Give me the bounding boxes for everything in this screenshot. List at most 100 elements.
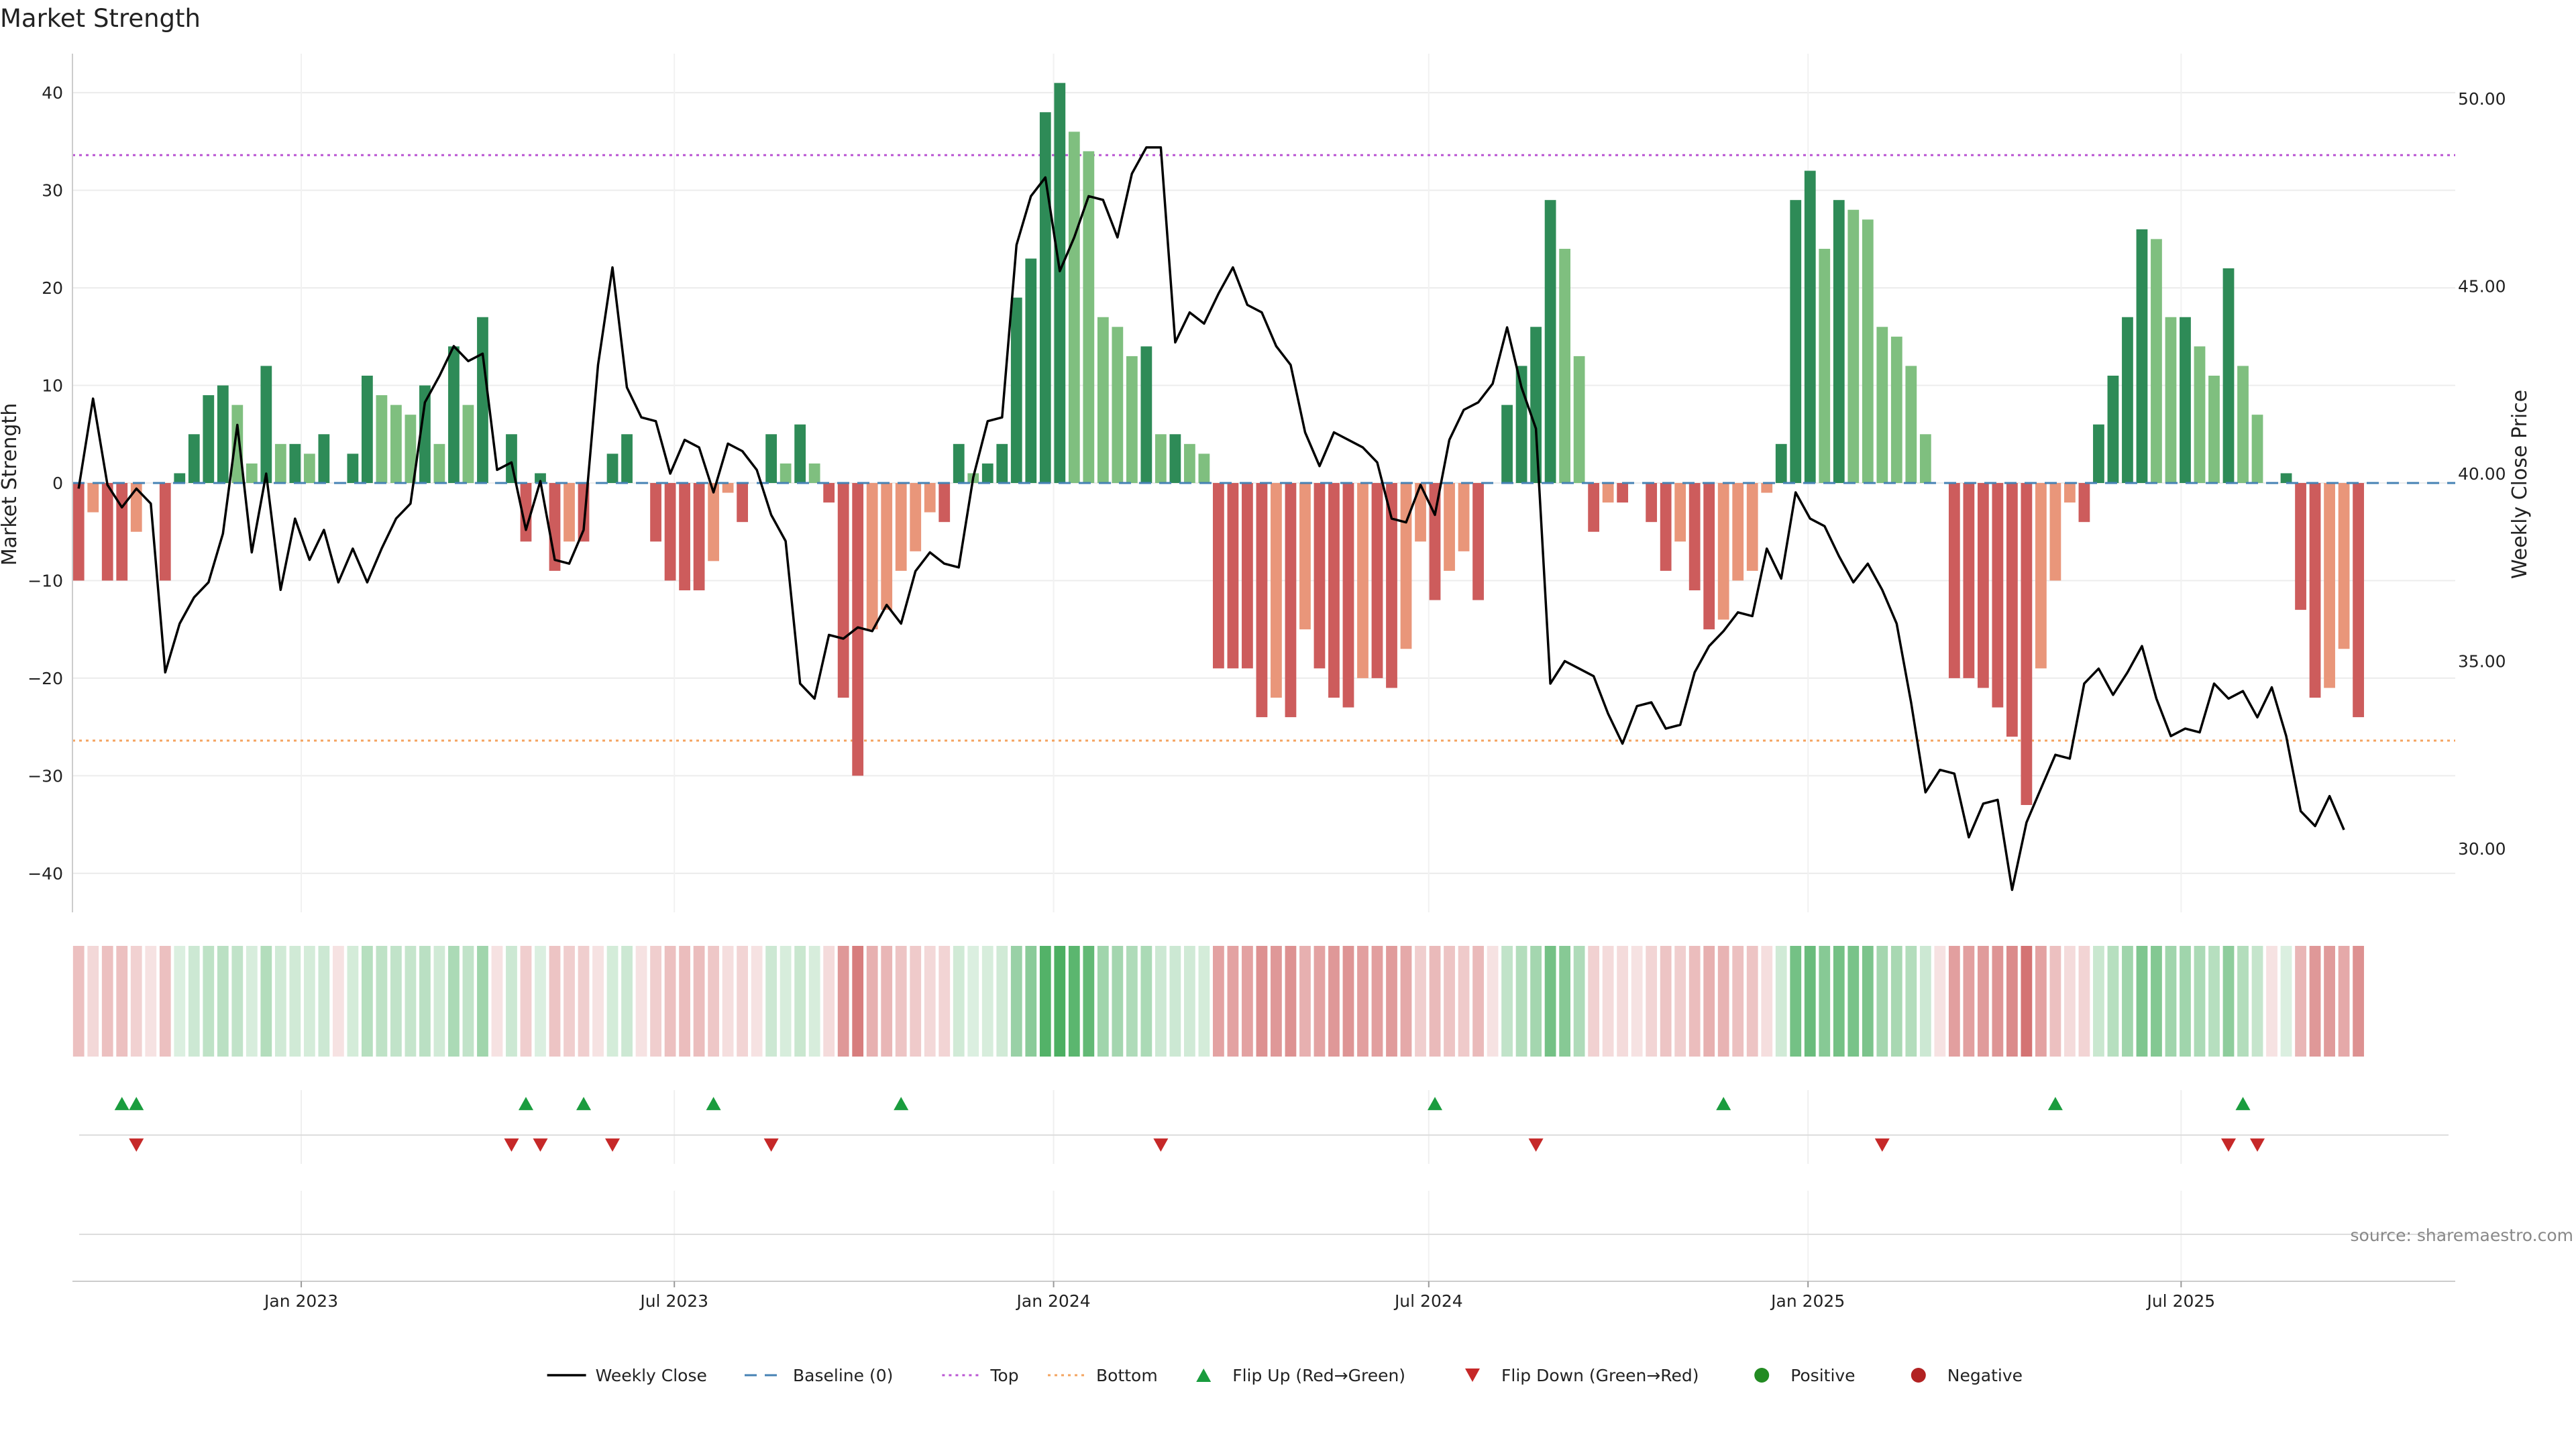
strength-bar bbox=[289, 443, 301, 483]
heat-cell bbox=[578, 946, 590, 1057]
strength-bar bbox=[780, 463, 792, 483]
heat-cell bbox=[1905, 946, 1917, 1057]
strength-bars bbox=[72, 83, 2364, 805]
heat-cell bbox=[1646, 946, 1658, 1057]
heat-cell bbox=[1271, 946, 1282, 1057]
heat-cell bbox=[1732, 946, 1744, 1057]
heat-cell bbox=[2035, 946, 2047, 1057]
strength-bar bbox=[520, 483, 532, 542]
strength-bar bbox=[2093, 424, 2104, 483]
strength-bar bbox=[808, 463, 820, 483]
strength-bar bbox=[1198, 453, 1210, 483]
heat-cell bbox=[1588, 946, 1600, 1057]
strength-bar bbox=[1660, 483, 1672, 571]
strength-bar bbox=[462, 405, 474, 483]
strength-bar bbox=[2136, 229, 2148, 483]
flip-up-marker bbox=[1716, 1097, 1731, 1110]
strength-bar bbox=[737, 483, 749, 523]
strength-bar bbox=[2194, 346, 2206, 483]
heat-cell bbox=[866, 946, 878, 1057]
strength-bar bbox=[2324, 483, 2335, 688]
heat-cell bbox=[203, 946, 215, 1057]
strength-bar bbox=[823, 483, 835, 503]
strength-bar bbox=[837, 483, 849, 698]
heat-cell bbox=[1444, 946, 1455, 1057]
legend-label-weekly-close: Weekly Close bbox=[596, 1366, 707, 1385]
heat-cell bbox=[751, 946, 763, 1057]
strength-bar bbox=[679, 483, 690, 590]
strength-bar bbox=[130, 483, 142, 532]
strength-bar bbox=[390, 405, 402, 483]
heat-cell bbox=[1688, 946, 1701, 1057]
heat-cell bbox=[2208, 946, 2220, 1057]
heat-cell bbox=[1660, 946, 1672, 1057]
strength-bar bbox=[362, 376, 373, 483]
heat-cell bbox=[708, 946, 719, 1057]
flip-down-marker bbox=[504, 1138, 519, 1152]
strength-bar bbox=[1429, 483, 1441, 600]
heat-cell bbox=[1328, 946, 1340, 1057]
heat-cell bbox=[101, 946, 113, 1057]
heat-cell bbox=[1862, 946, 1874, 1057]
flip-down-marker bbox=[763, 1138, 779, 1152]
heat-cell bbox=[2295, 946, 2306, 1057]
heat-cell bbox=[390, 946, 402, 1057]
heat-cell bbox=[1515, 946, 1527, 1057]
strength-bar bbox=[1833, 200, 1845, 483]
strength-bar bbox=[231, 405, 244, 483]
heat-cell bbox=[1501, 946, 1513, 1057]
heat-cell bbox=[332, 946, 344, 1057]
x-tick-label: Jul 2023 bbox=[639, 1291, 708, 1311]
strength-bar bbox=[1472, 483, 1484, 600]
strength-bar bbox=[303, 453, 315, 483]
heat-cell bbox=[1602, 946, 1614, 1057]
y2-tick-label: 45.00 bbox=[2458, 277, 2506, 297]
strength-bar bbox=[1905, 366, 1917, 483]
heat-cell bbox=[621, 946, 633, 1057]
heat-cell bbox=[780, 946, 792, 1057]
strength-bar bbox=[2049, 483, 2061, 581]
strength-heat-strip bbox=[72, 946, 2364, 1057]
strength-bar bbox=[2295, 483, 2306, 610]
flip-down-marker bbox=[1153, 1138, 1169, 1152]
heat-cell bbox=[1285, 946, 1297, 1057]
strength-bar bbox=[419, 385, 431, 483]
strength-bar bbox=[188, 434, 200, 483]
strength-bar bbox=[996, 443, 1008, 483]
strength-bar bbox=[2122, 317, 2133, 483]
strength-bar bbox=[1890, 336, 1902, 483]
strength-bar bbox=[2064, 483, 2076, 503]
threshold-lines bbox=[72, 154, 2455, 742]
strength-bar bbox=[72, 483, 85, 581]
heat-cell bbox=[1775, 946, 1787, 1057]
strength-bar bbox=[1054, 83, 1066, 484]
heat-cell bbox=[1631, 946, 1643, 1057]
strength-bar bbox=[2237, 366, 2249, 483]
flip-up-marker bbox=[129, 1097, 144, 1110]
y-axis-label: Market Strength bbox=[0, 403, 21, 566]
heat-cell bbox=[491, 946, 503, 1057]
x-tick-label: Jul 2025 bbox=[2145, 1291, 2215, 1311]
heat-cell bbox=[2107, 946, 2119, 1057]
strength-bar bbox=[448, 346, 460, 483]
heat-cell bbox=[520, 946, 532, 1057]
heat-cell bbox=[260, 946, 272, 1057]
heat-cell bbox=[2021, 946, 2033, 1057]
strength-bar bbox=[1862, 219, 1874, 483]
heat-cell bbox=[679, 946, 690, 1057]
strength-bar bbox=[1617, 483, 1629, 503]
y-tick-label: −40 bbox=[28, 864, 63, 883]
strength-bar bbox=[895, 483, 907, 571]
heat-cell bbox=[231, 946, 244, 1057]
heat-cell bbox=[1112, 946, 1124, 1057]
flip-down-marker bbox=[533, 1138, 548, 1152]
heat-cell bbox=[852, 946, 864, 1057]
heat-cell bbox=[1559, 946, 1570, 1057]
y-axis-ticks: 40 30 20 10 0 −10 −20 −30 −40 bbox=[28, 83, 63, 883]
heat-cell bbox=[606, 946, 619, 1057]
strength-bar bbox=[2165, 317, 2177, 483]
heat-cell bbox=[1487, 946, 1499, 1057]
heat-cell bbox=[448, 946, 460, 1057]
strength-bar bbox=[174, 473, 186, 483]
